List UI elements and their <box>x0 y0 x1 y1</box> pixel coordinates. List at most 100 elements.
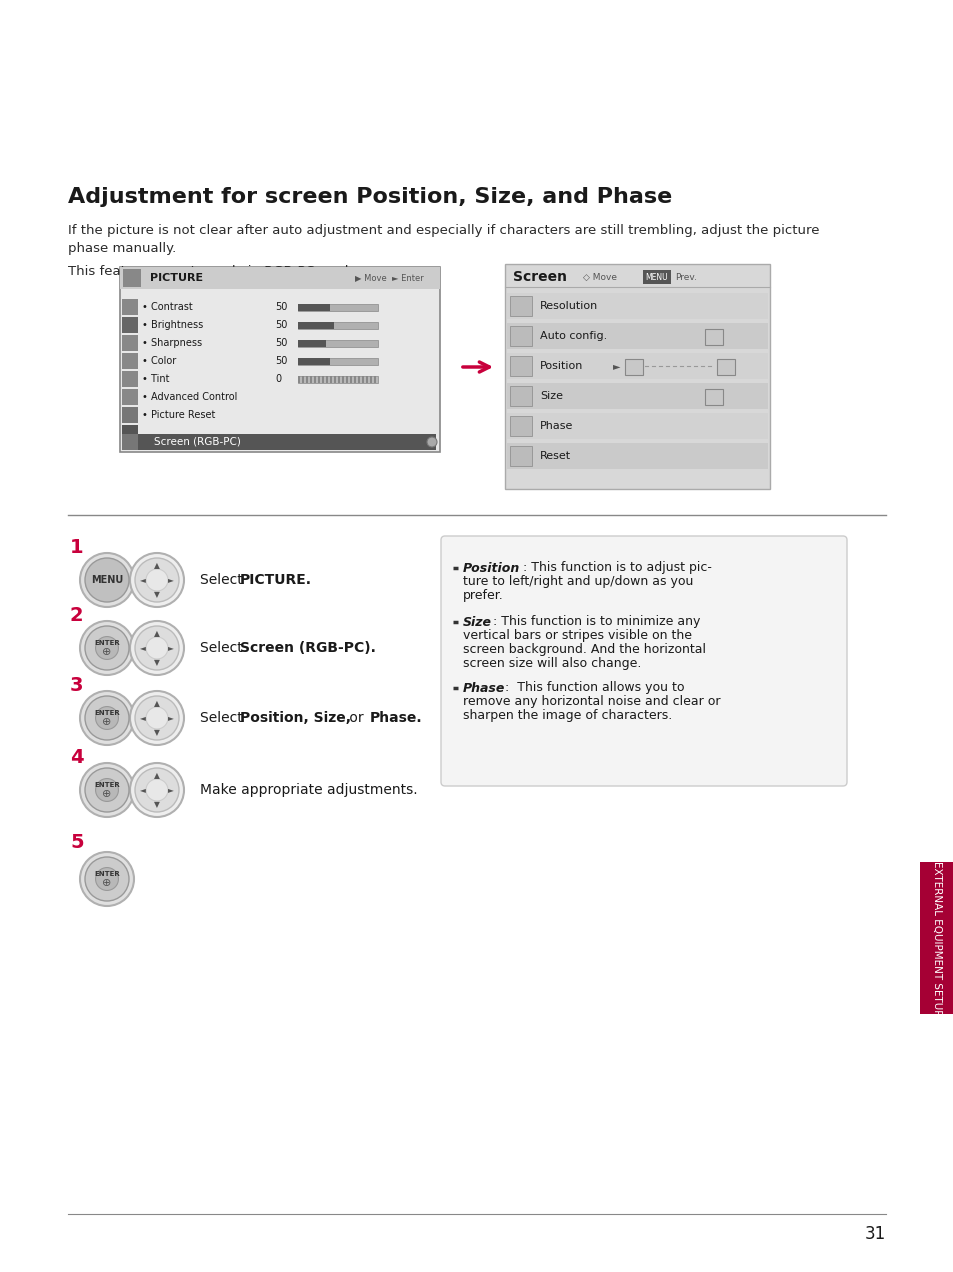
Text: ►: ► <box>168 644 174 653</box>
Text: MENU: MENU <box>645 272 668 281</box>
Text: 1: 1 <box>70 538 84 557</box>
Bar <box>297 357 377 365</box>
Text: If the picture is not clear after auto adjustment and especially if characters a: If the picture is not clear after auto a… <box>68 224 819 254</box>
Bar <box>510 446 532 466</box>
Bar <box>297 375 299 383</box>
Circle shape <box>146 707 168 729</box>
Bar <box>122 434 138 450</box>
Circle shape <box>85 626 129 670</box>
Bar <box>704 329 722 345</box>
Bar <box>330 375 332 383</box>
Circle shape <box>80 763 133 817</box>
Bar <box>919 862 953 1014</box>
Bar <box>122 425 138 441</box>
Text: :  This function allows you to: : This function allows you to <box>504 682 684 695</box>
Text: ENTER: ENTER <box>94 640 120 646</box>
Bar <box>374 375 375 383</box>
Bar <box>510 326 532 346</box>
Bar <box>322 375 324 383</box>
Bar <box>337 375 339 383</box>
Circle shape <box>135 696 179 740</box>
Bar <box>123 268 141 287</box>
Text: MENU: MENU <box>91 575 123 585</box>
Bar <box>122 317 138 333</box>
Text: ENTER: ENTER <box>94 871 120 876</box>
Bar <box>642 270 670 284</box>
Text: ▼: ▼ <box>153 728 160 736</box>
Bar <box>361 375 364 383</box>
Bar <box>506 293 767 319</box>
Text: Auto config.: Auto config. <box>539 331 607 341</box>
Text: 31: 31 <box>863 1225 885 1243</box>
Circle shape <box>130 691 184 745</box>
Circle shape <box>130 553 184 607</box>
Text: ture to left/right and up/down as you: ture to left/right and up/down as you <box>462 575 693 589</box>
Bar <box>297 340 326 346</box>
Text: Position: Position <box>462 561 519 575</box>
Text: prefer.: prefer. <box>462 589 503 603</box>
Bar <box>510 385 532 406</box>
Text: Select: Select <box>200 641 247 655</box>
Circle shape <box>95 868 118 890</box>
Bar <box>326 375 328 383</box>
Text: ►: ► <box>613 361 619 371</box>
Bar <box>122 371 138 387</box>
Circle shape <box>146 569 168 591</box>
Text: EXTERNAL EQUIPMENT SETUP: EXTERNAL EQUIPMENT SETUP <box>931 861 941 1015</box>
Text: screen background. And the horizontal: screen background. And the horizontal <box>462 644 705 656</box>
Text: • Advanced Control: • Advanced Control <box>142 392 237 402</box>
Text: Screen (RGB-PC).: Screen (RGB-PC). <box>240 641 375 655</box>
Bar <box>120 267 439 452</box>
Text: ◄: ◄ <box>140 575 146 585</box>
Circle shape <box>427 438 436 446</box>
Bar <box>122 354 138 369</box>
Bar <box>354 375 355 383</box>
Text: Size: Size <box>539 391 562 401</box>
Text: 0: 0 <box>274 374 281 384</box>
Text: • Brightness: • Brightness <box>142 321 203 329</box>
Bar <box>717 359 734 375</box>
Bar <box>506 413 767 439</box>
Bar <box>510 416 532 436</box>
Text: Screen: Screen <box>513 270 566 284</box>
Bar <box>510 296 532 315</box>
Bar <box>334 375 335 383</box>
Bar <box>350 375 352 383</box>
Text: 3: 3 <box>70 675 84 695</box>
Bar <box>297 322 334 328</box>
Circle shape <box>95 778 118 801</box>
Bar <box>122 299 138 315</box>
Circle shape <box>146 637 168 659</box>
Text: ▼: ▼ <box>153 590 160 599</box>
Text: Phase: Phase <box>462 682 505 695</box>
Circle shape <box>80 852 133 906</box>
Text: ▲: ▲ <box>153 700 160 709</box>
Text: ▲: ▲ <box>153 561 160 570</box>
Circle shape <box>146 778 168 801</box>
Circle shape <box>130 621 184 675</box>
Bar <box>317 375 319 383</box>
Text: remove any horizontal noise and clear or: remove any horizontal noise and clear or <box>462 696 720 709</box>
Text: PICTURE: PICTURE <box>150 273 203 282</box>
Bar <box>506 383 767 410</box>
Text: sharpen the image of characters.: sharpen the image of characters. <box>462 710 672 722</box>
Circle shape <box>95 706 118 729</box>
Text: ▼: ▼ <box>153 658 160 667</box>
Circle shape <box>135 558 179 602</box>
Text: Prev.: Prev. <box>675 272 696 281</box>
Text: • Contrast: • Contrast <box>142 301 193 312</box>
Text: ►: ► <box>168 786 174 795</box>
Bar <box>504 265 769 488</box>
Text: Screen (RGB-PC): Screen (RGB-PC) <box>153 438 240 446</box>
Text: 2: 2 <box>70 605 84 625</box>
Circle shape <box>85 768 129 812</box>
Text: • Color: • Color <box>142 356 176 366</box>
Bar <box>346 375 348 383</box>
Text: • Sharpness: • Sharpness <box>142 338 202 349</box>
Text: • Picture Reset: • Picture Reset <box>142 410 215 420</box>
Text: ▼: ▼ <box>153 800 160 809</box>
Text: vertical bars or stripes visible on the: vertical bars or stripes visible on the <box>462 630 691 642</box>
Text: Adjustment for screen Position, Size, and Phase: Adjustment for screen Position, Size, an… <box>68 187 672 207</box>
Bar <box>704 389 722 404</box>
Bar <box>366 375 368 383</box>
